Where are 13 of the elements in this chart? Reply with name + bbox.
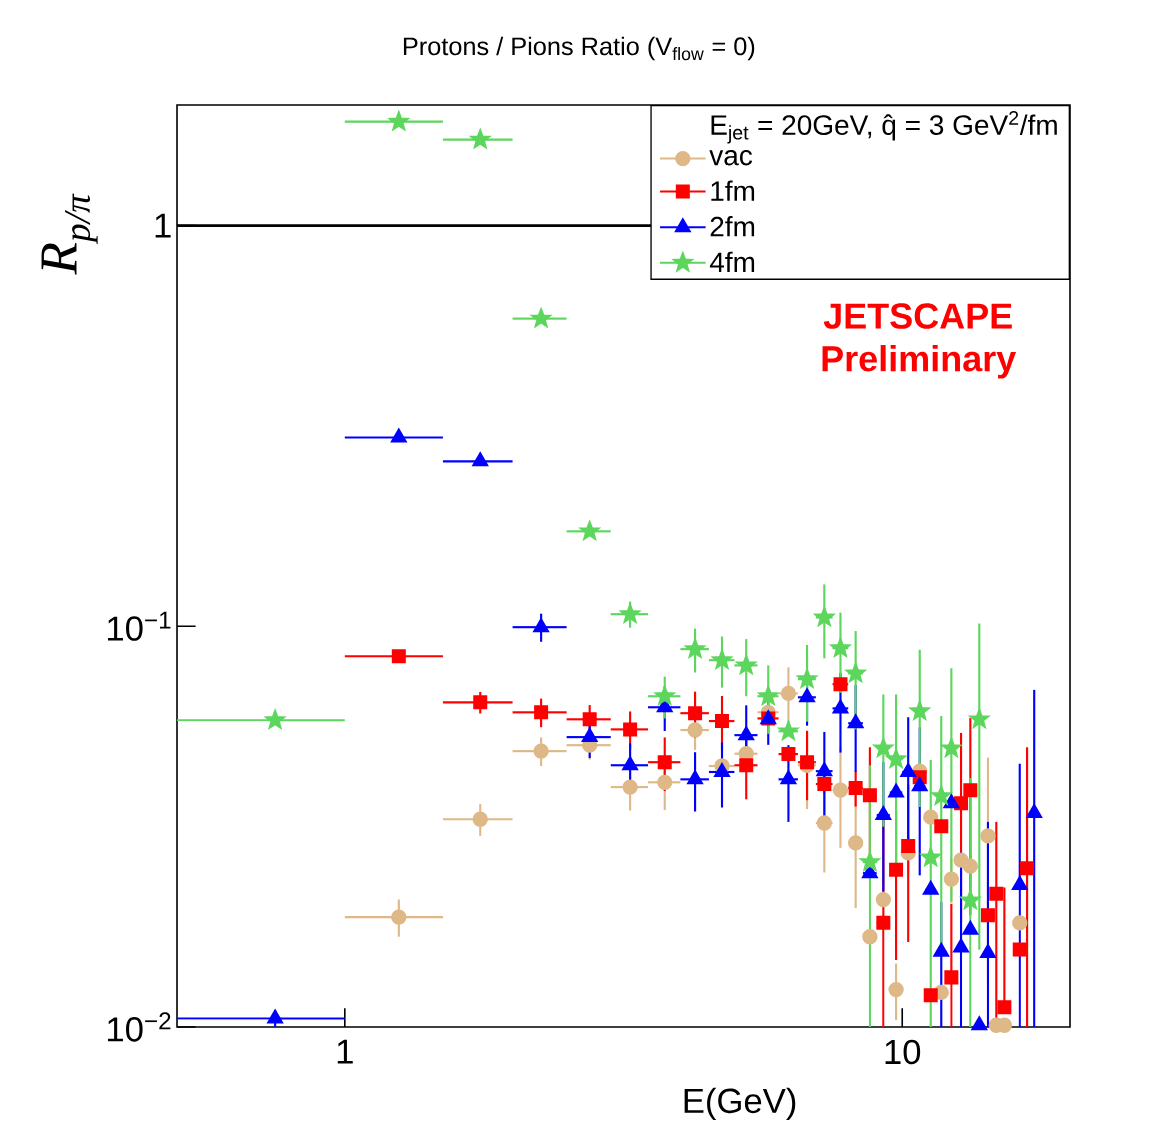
x-tick-label: 10 [885, 1039, 921, 1065]
y-tick-label: 10$^{−1}$ [108, 611, 171, 641]
legend-label: 1fm [711, 180, 755, 201]
y-tick-label: 10$^{−2}$ [108, 1012, 171, 1042]
chart-title: Protons / Pions Ratio (V$_{flow}$ = 0) [403, 36, 755, 61]
legend-title: E$_{jet}$ = 20GeV, q̂ = 3 GeV$^{2}$/fm [711, 111, 1057, 144]
annotation: JETSCAPE Preliminary [822, 303, 1017, 379]
legend-label: 2fm [710, 216, 755, 237]
x-axis-title: E(GeV) [684, 1087, 796, 1120]
y-tick-label: 1 [155, 213, 171, 238]
y-axis-title: R$_{p/π}$ [41, 193, 98, 275]
legend-label: vac [709, 150, 753, 166]
legend-label: 4fm [709, 251, 755, 272]
